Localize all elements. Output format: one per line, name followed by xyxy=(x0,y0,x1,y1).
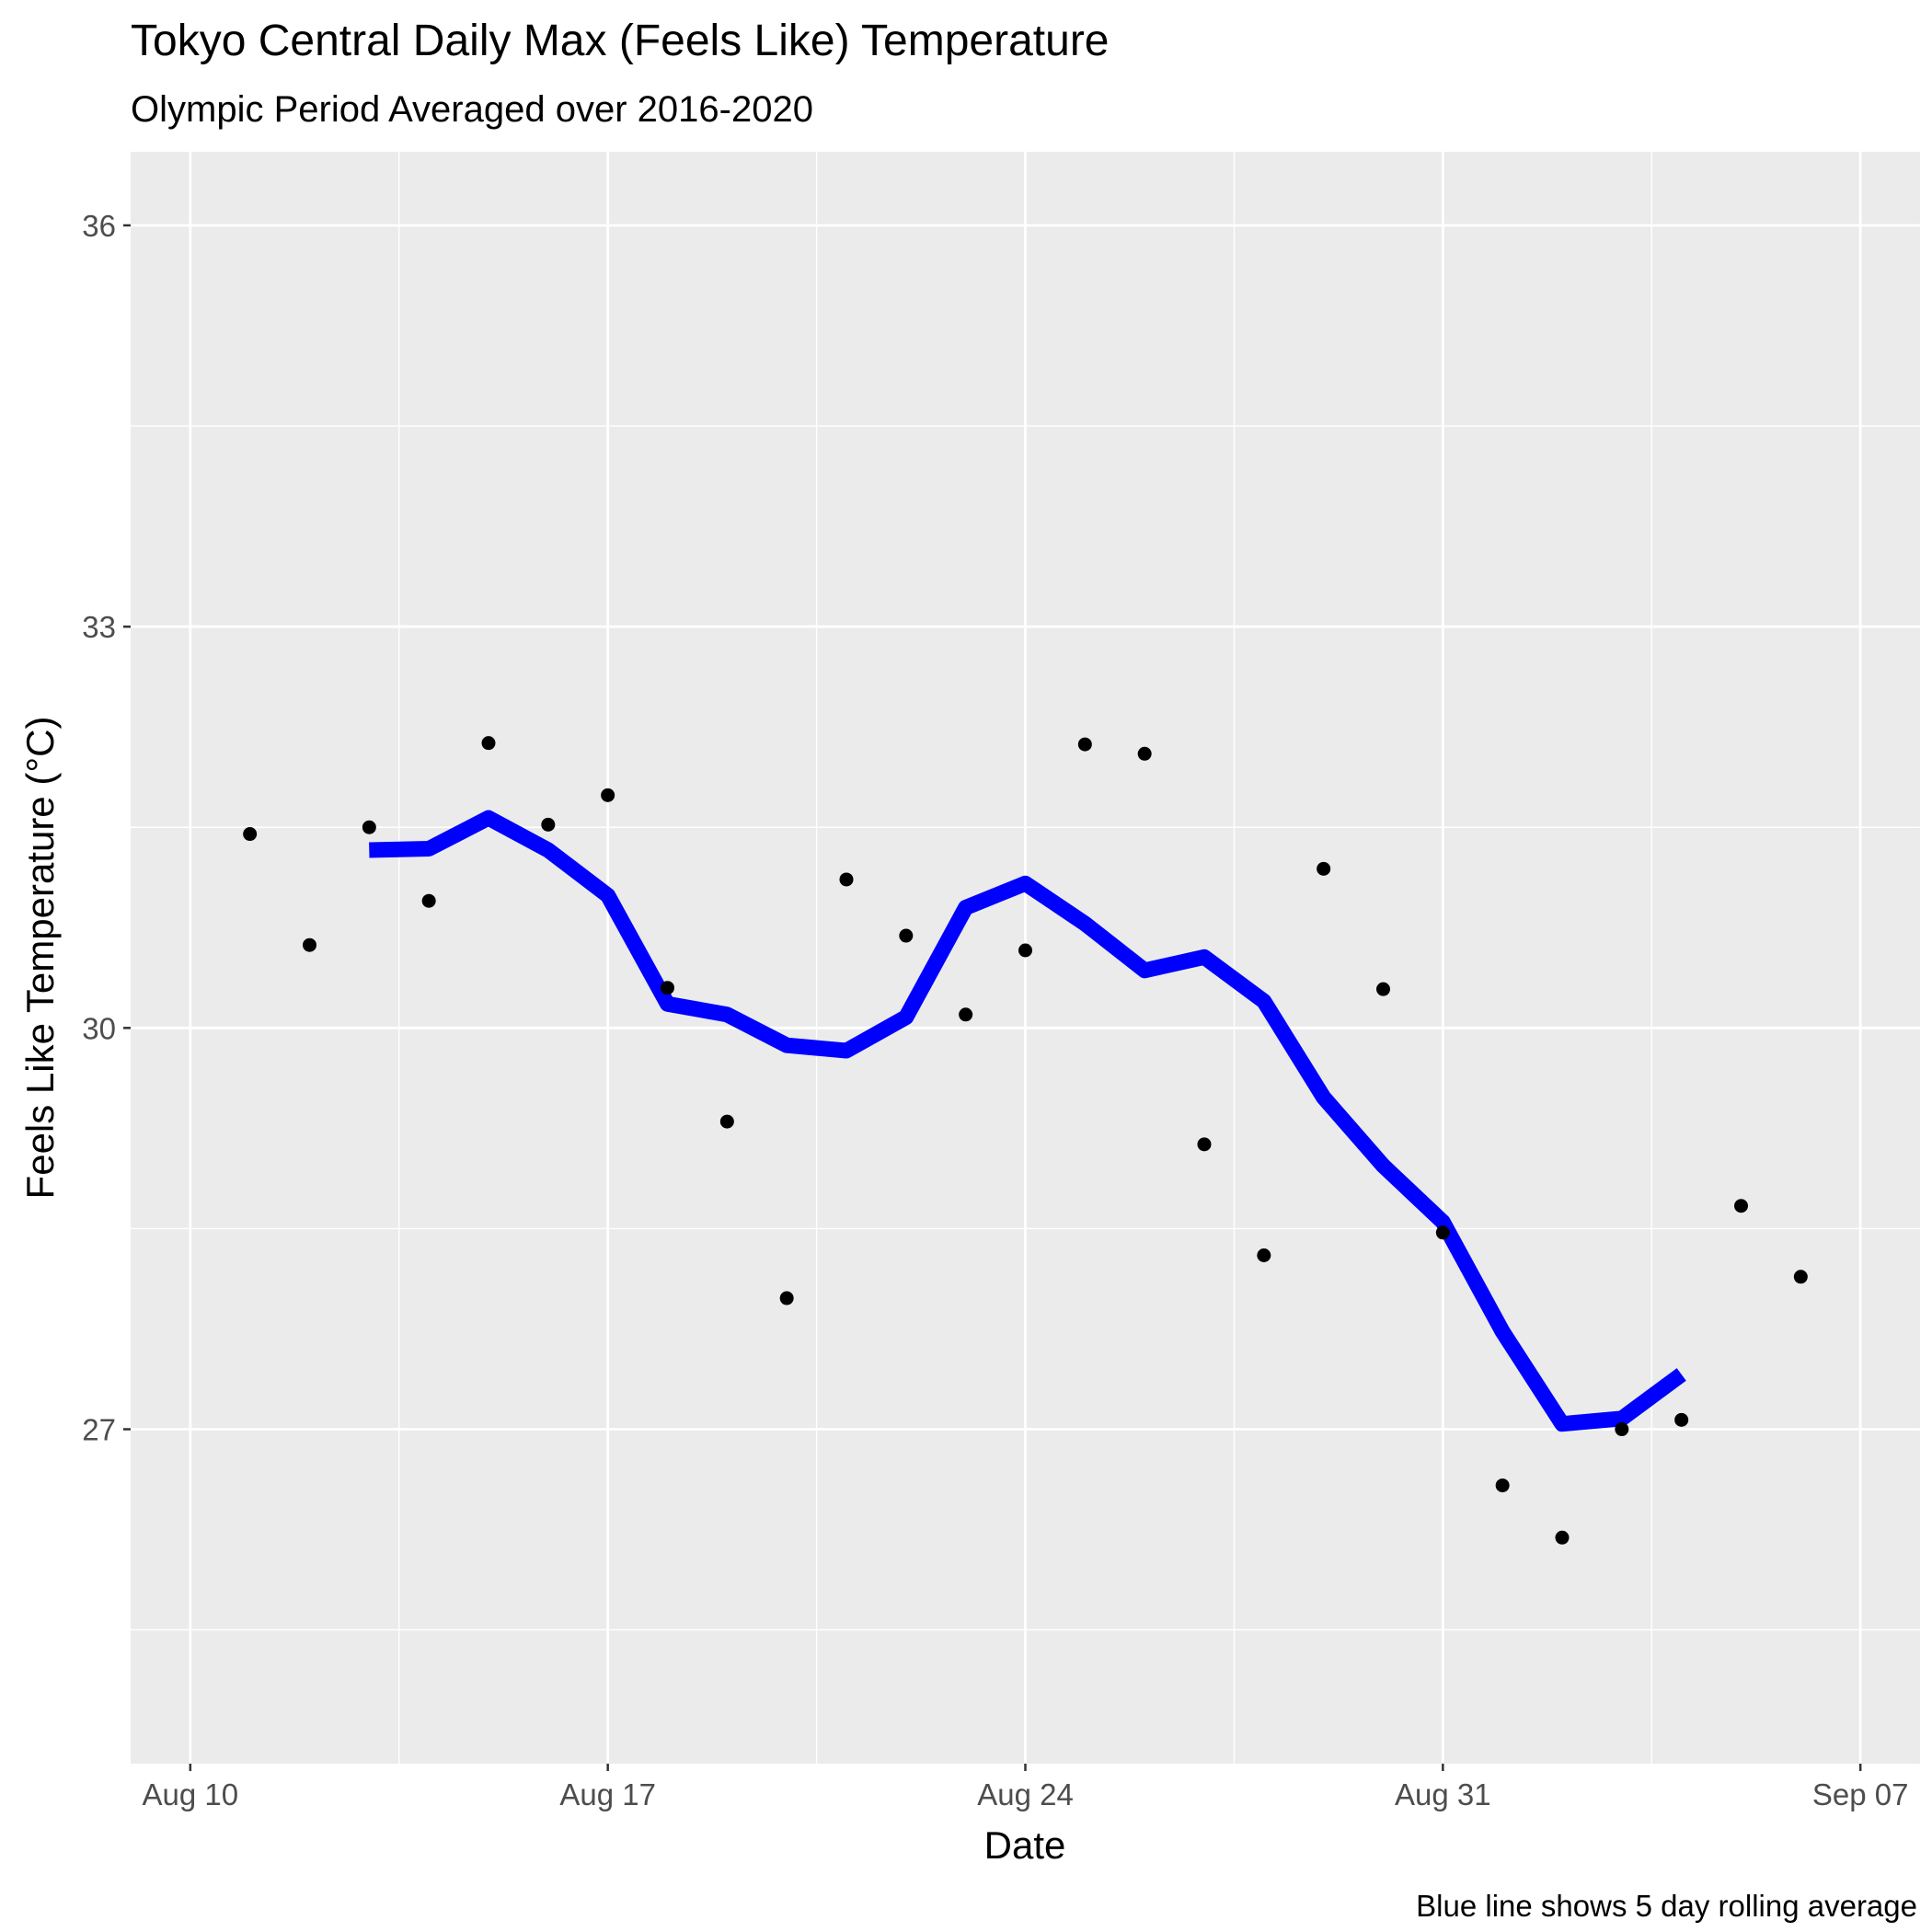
x-tick-label: Aug 31 xyxy=(1395,1777,1491,1811)
data-point xyxy=(719,1114,734,1129)
data-point xyxy=(1376,982,1390,996)
x-tick-label: Aug 24 xyxy=(977,1777,1074,1811)
chart-caption: Blue line shows 5 day rolling average xyxy=(1416,1889,1917,1923)
y-tick-label: 33 xyxy=(82,610,116,644)
data-point xyxy=(1077,737,1092,752)
x-tick-label: Sep 07 xyxy=(1812,1777,1909,1811)
data-point xyxy=(421,893,436,908)
data-point xyxy=(601,788,615,802)
data-point xyxy=(1435,1225,1450,1240)
data-point xyxy=(1137,746,1152,761)
y-axis: 27 30 33 36 xyxy=(82,209,131,1447)
grid xyxy=(131,152,1920,1764)
data-point xyxy=(1317,861,1331,876)
data-point xyxy=(1018,943,1032,958)
data-point xyxy=(959,1007,973,1022)
data-point xyxy=(1495,1478,1510,1493)
data-point xyxy=(303,937,316,952)
data-point xyxy=(1555,1530,1570,1545)
y-axis-title: Feels Like Temperature (°C) xyxy=(18,717,62,1200)
y-tick-label: 27 xyxy=(82,1413,116,1447)
chart-title: Tokyo Central Daily Max (Feels Like) Tem… xyxy=(131,17,1110,65)
y-tick-label: 36 xyxy=(82,209,116,243)
data-point xyxy=(661,981,674,995)
data-point xyxy=(541,817,556,832)
data-point xyxy=(243,827,258,842)
x-tick-label: Aug 10 xyxy=(143,1777,239,1811)
data-point xyxy=(1257,1248,1271,1263)
rolling-average-line-layer xyxy=(369,810,1686,1432)
data-point xyxy=(839,872,854,887)
data-points xyxy=(243,736,1808,1545)
data-point xyxy=(779,1291,794,1305)
x-tick-label: Aug 17 xyxy=(559,1777,656,1811)
x-axis: Aug 10 Aug 17 Aug 24 Aug 31 Sep 07 xyxy=(143,1764,1909,1811)
y-tick-label: 30 xyxy=(82,1011,116,1045)
x-axis-title: Date xyxy=(984,1823,1066,1867)
data-point xyxy=(899,928,914,943)
rolling-average-line xyxy=(369,810,1686,1432)
chart-subtitle: Olympic Period Averaged over 2016-2020 xyxy=(131,89,813,130)
data-point xyxy=(362,820,376,834)
data-point xyxy=(1615,1422,1629,1437)
data-point xyxy=(1734,1199,1748,1213)
data-point xyxy=(1674,1412,1689,1427)
data-point xyxy=(1197,1137,1212,1152)
data-point xyxy=(481,736,496,751)
data-point xyxy=(1793,1270,1808,1284)
